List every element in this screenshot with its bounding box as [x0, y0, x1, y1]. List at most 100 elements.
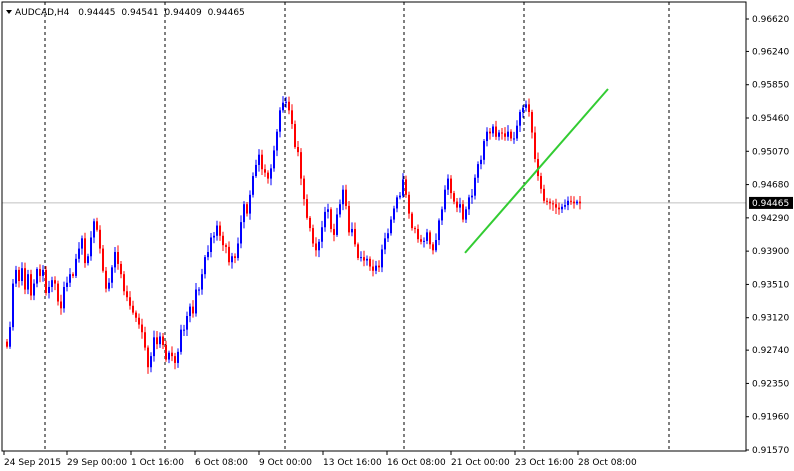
- candle[interactable]: [345, 184, 347, 210]
- candle[interactable]: [321, 220, 323, 249]
- candle[interactable]: [126, 285, 128, 302]
- candle[interactable]: [567, 196, 569, 211]
- candle[interactable]: [105, 266, 107, 293]
- candle[interactable]: [48, 280, 50, 299]
- candle[interactable]: [381, 244, 383, 273]
- candle[interactable]: [558, 202, 560, 215]
- candle[interactable]: [162, 332, 164, 349]
- candle[interactable]: [510, 129, 512, 142]
- candle[interactable]: [543, 184, 545, 204]
- candle[interactable]: [111, 265, 113, 289]
- candle[interactable]: [159, 332, 161, 348]
- candle[interactable]: [120, 260, 122, 279]
- candle[interactable]: [78, 242, 80, 263]
- candle[interactable]: [279, 107, 281, 138]
- candle[interactable]: [294, 120, 296, 149]
- candle[interactable]: [324, 206, 326, 232]
- candle[interactable]: [471, 188, 473, 204]
- candle[interactable]: [573, 196, 575, 209]
- candle[interactable]: [453, 190, 455, 205]
- candle[interactable]: [423, 237, 425, 248]
- candle[interactable]: [204, 254, 206, 279]
- candle[interactable]: [225, 243, 227, 254]
- candle[interactable]: [360, 251, 362, 262]
- candle[interactable]: [273, 145, 275, 172]
- candle[interactable]: [156, 330, 158, 350]
- candle[interactable]: [465, 206, 467, 224]
- candle[interactable]: [90, 231, 92, 261]
- candle[interactable]: [15, 265, 17, 287]
- candle[interactable]: [33, 279, 35, 301]
- candle[interactable]: [429, 230, 431, 249]
- candle[interactable]: [411, 211, 413, 231]
- candle[interactable]: [318, 239, 320, 258]
- candle[interactable]: [108, 278, 110, 292]
- candle[interactable]: [39, 264, 41, 283]
- candle[interactable]: [69, 268, 71, 287]
- candle[interactable]: [372, 259, 374, 277]
- candle[interactable]: [237, 237, 239, 261]
- candle[interactable]: [222, 231, 224, 251]
- candle[interactable]: [489, 128, 491, 140]
- candle[interactable]: [540, 172, 542, 194]
- candle[interactable]: [507, 125, 509, 141]
- candle[interactable]: [84, 232, 86, 268]
- candle[interactable]: [282, 96, 284, 113]
- candle[interactable]: [363, 250, 365, 267]
- candle[interactable]: [300, 148, 302, 186]
- triangle-down-icon[interactable]: [6, 10, 12, 14]
- candle[interactable]: [183, 324, 185, 336]
- candle[interactable]: [18, 266, 20, 288]
- candle[interactable]: [60, 294, 62, 315]
- candle[interactable]: [579, 195, 581, 210]
- candle[interactable]: [456, 197, 458, 213]
- candle[interactable]: [186, 311, 188, 336]
- candle[interactable]: [486, 127, 488, 147]
- candle[interactable]: [564, 199, 566, 210]
- candle[interactable]: [426, 228, 428, 245]
- candle[interactable]: [207, 245, 209, 261]
- candle[interactable]: [357, 242, 359, 261]
- candle[interactable]: [501, 128, 503, 140]
- candle[interactable]: [21, 262, 23, 286]
- candle[interactable]: [30, 269, 32, 301]
- candle[interactable]: [252, 172, 254, 198]
- candle[interactable]: [57, 280, 59, 306]
- candle[interactable]: [417, 224, 419, 243]
- candle[interactable]: [216, 220, 218, 241]
- candle[interactable]: [330, 207, 332, 233]
- candle[interactable]: [351, 222, 353, 237]
- candle[interactable]: [390, 216, 392, 236]
- candle[interactable]: [306, 194, 308, 220]
- candle[interactable]: [192, 300, 194, 318]
- price-axis[interactable]: 0.96620 0.96240 0.95850 0.95460 0.95070 0.946…: [746, 15, 793, 456]
- candle[interactable]: [399, 191, 401, 200]
- candle[interactable]: [303, 175, 305, 206]
- candle[interactable]: [246, 202, 248, 217]
- candle[interactable]: [51, 276, 53, 293]
- candle[interactable]: [195, 282, 197, 317]
- candle[interactable]: [519, 109, 521, 132]
- candle[interactable]: [114, 247, 116, 273]
- candle[interactable]: [432, 242, 434, 255]
- candle[interactable]: [459, 197, 461, 213]
- candle[interactable]: [180, 324, 182, 355]
- candles[interactable]: [6, 96, 581, 374]
- candle[interactable]: [9, 321, 11, 349]
- candle[interactable]: [474, 174, 476, 200]
- candle[interactable]: [231, 252, 233, 269]
- candle[interactable]: [123, 271, 125, 296]
- candle[interactable]: [477, 161, 479, 183]
- candle[interactable]: [498, 129, 500, 141]
- candle[interactable]: [435, 233, 437, 253]
- candle[interactable]: [531, 109, 533, 139]
- candle[interactable]: [378, 260, 380, 273]
- candle[interactable]: [402, 173, 404, 198]
- candle[interactable]: [504, 127, 506, 141]
- candle[interactable]: [336, 207, 338, 237]
- candle[interactable]: [333, 223, 335, 242]
- candle[interactable]: [387, 228, 389, 242]
- candle[interactable]: [420, 234, 422, 245]
- candle[interactable]: [561, 203, 563, 214]
